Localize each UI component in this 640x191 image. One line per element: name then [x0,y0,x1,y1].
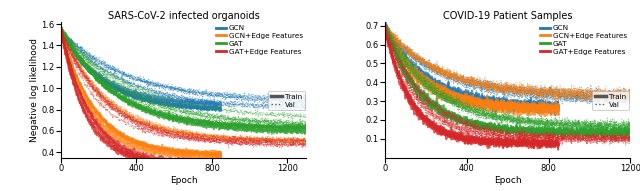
Title: SARS-CoV-2 infected organoids: SARS-CoV-2 infected organoids [108,11,259,21]
Title: COVID-19 Patient Samples: COVID-19 Patient Samples [443,11,572,21]
Y-axis label: Negative log likelihood: Negative log likelihood [29,38,38,142]
Legend: Train, Val: Train, Val [592,91,629,110]
X-axis label: Epoch: Epoch [494,176,522,185]
X-axis label: Epoch: Epoch [170,176,197,185]
Legend: Train, Val: Train, Val [268,91,305,110]
